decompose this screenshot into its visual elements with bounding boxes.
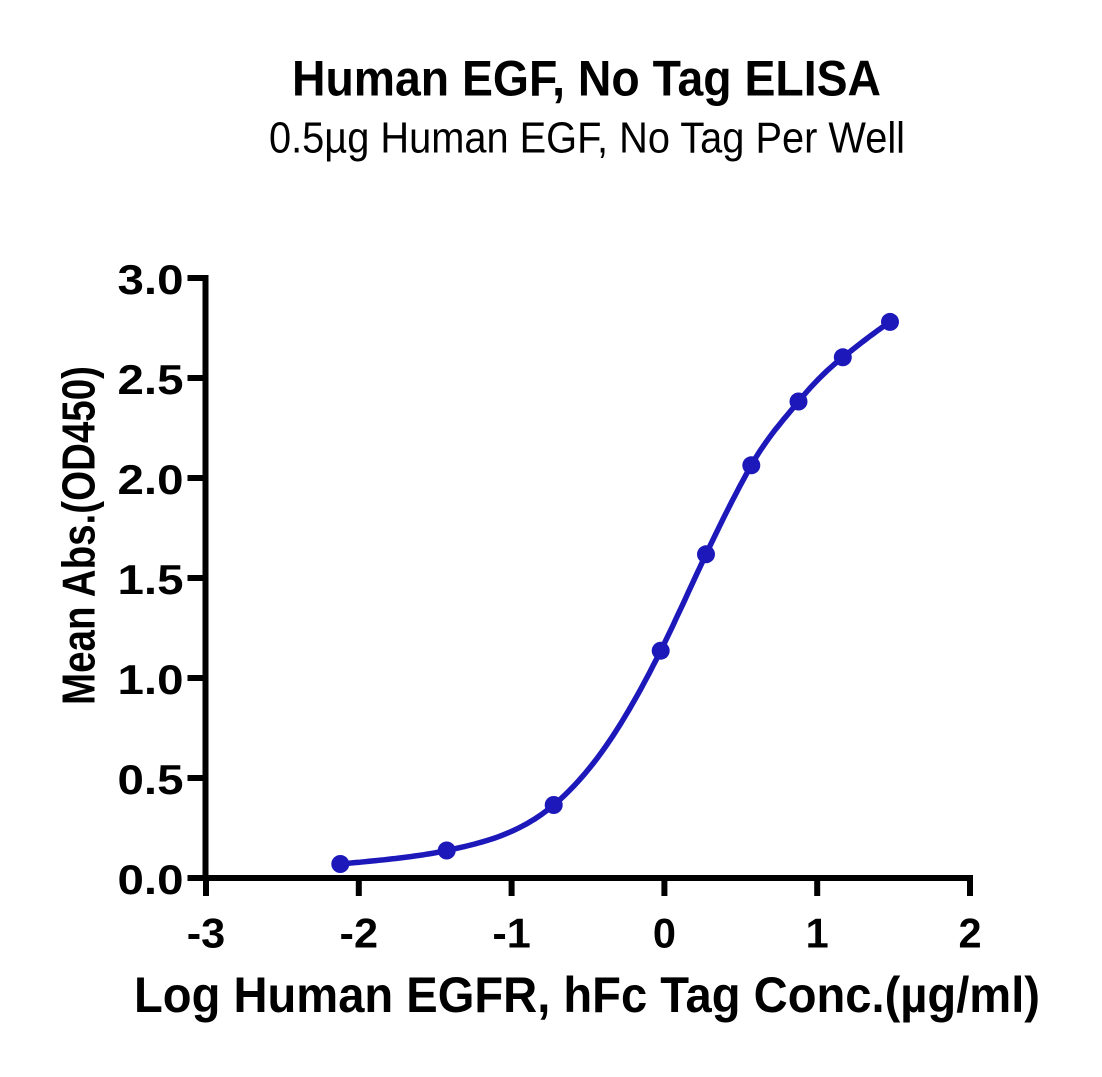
svg-text:Log Human EGFR, hFc Tag Conc.(: Log Human EGFR, hFc Tag Conc.(µg/ml) <box>134 967 1040 1023</box>
svg-text:Human EGF, No Tag ELISA: Human EGF, No Tag ELISA <box>292 51 881 107</box>
svg-text:3.0: 3.0 <box>118 256 184 303</box>
svg-text:2.5: 2.5 <box>118 356 184 403</box>
svg-text:-2: -2 <box>340 910 379 957</box>
svg-text:0.0: 0.0 <box>118 856 184 903</box>
svg-text:0.5: 0.5 <box>118 756 184 803</box>
svg-text:2.0: 2.0 <box>118 456 184 503</box>
svg-text:1: 1 <box>806 910 829 957</box>
svg-text:1.5: 1.5 <box>118 556 184 603</box>
svg-text:1.0: 1.0 <box>118 656 184 703</box>
svg-text:0.5µg Human EGF, No Tag Per We: 0.5µg Human EGF, No Tag Per Well <box>269 113 905 162</box>
svg-text:Mean Abs.(OD450): Mean Abs.(OD450) <box>53 366 105 705</box>
svg-text:2: 2 <box>958 910 981 957</box>
svg-text:-3: -3 <box>187 910 226 957</box>
svg-text:-1: -1 <box>492 910 531 957</box>
svg-text:0: 0 <box>653 910 676 957</box>
